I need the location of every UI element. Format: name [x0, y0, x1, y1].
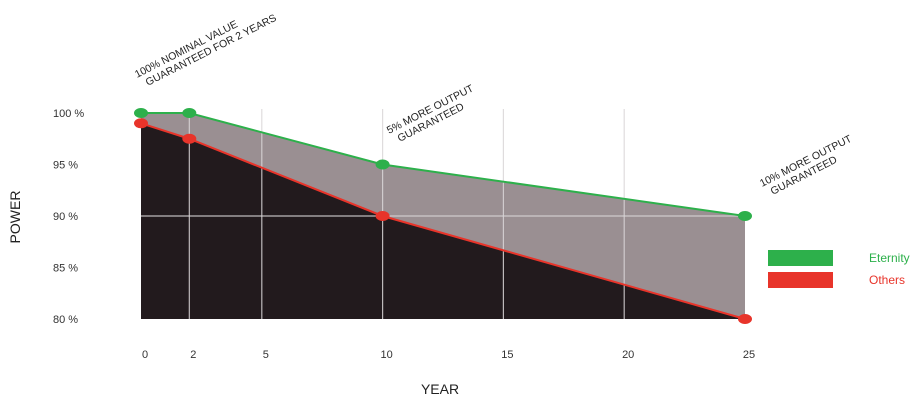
- y-axis-title: POWER: [7, 191, 23, 244]
- y-tick-label: 95 %: [53, 160, 78, 172]
- x-tick-label: 0: [142, 349, 148, 361]
- legend-label-others: Others: [869, 273, 905, 287]
- y-tick-label: 90 %: [53, 211, 78, 223]
- x-tick-label: 20: [622, 349, 634, 361]
- legend-label-eternity: Eternity: [869, 251, 910, 265]
- x-tick-label: 5: [263, 349, 269, 361]
- x-axis-title: YEAR: [421, 381, 459, 397]
- marker-others: [738, 314, 752, 324]
- marker-others: [182, 133, 197, 144]
- annotation-label: 10% MORE OUTPUTGUARANTEED: [758, 133, 860, 201]
- x-tick-label: 15: [501, 349, 513, 361]
- x-tick-label: 2: [190, 349, 196, 361]
- marker-eternity: [182, 108, 197, 118]
- legend-swatch-eternity: [768, 250, 833, 266]
- y-tick-label: 100 %: [53, 108, 84, 120]
- below-area: [141, 123, 745, 319]
- annotation-label: 100% NOMINAL VALUEGUARANTEED FOR 2 YEARS: [133, 1, 279, 91]
- y-tick-label: 80 %: [53, 314, 78, 326]
- marker-eternity: [134, 108, 148, 118]
- marker-others: [375, 211, 390, 221]
- annotation-line: GUARANTEED FOR 2 YEARS: [144, 12, 279, 89]
- y-tick-label: 85 %: [53, 263, 78, 275]
- annotation-label: 5% MORE OUTPUTGUARANTEED: [385, 82, 482, 147]
- marker-eternity: [738, 211, 752, 221]
- series-line-eternity: [141, 112, 746, 217]
- marker-others: [134, 118, 148, 129]
- series-line-others: [140, 122, 746, 320]
- legend-swatch-others: [768, 272, 833, 288]
- x-tick-label: 10: [380, 349, 392, 361]
- x-tick-label: 25: [743, 349, 755, 361]
- marker-eternity: [375, 159, 390, 170]
